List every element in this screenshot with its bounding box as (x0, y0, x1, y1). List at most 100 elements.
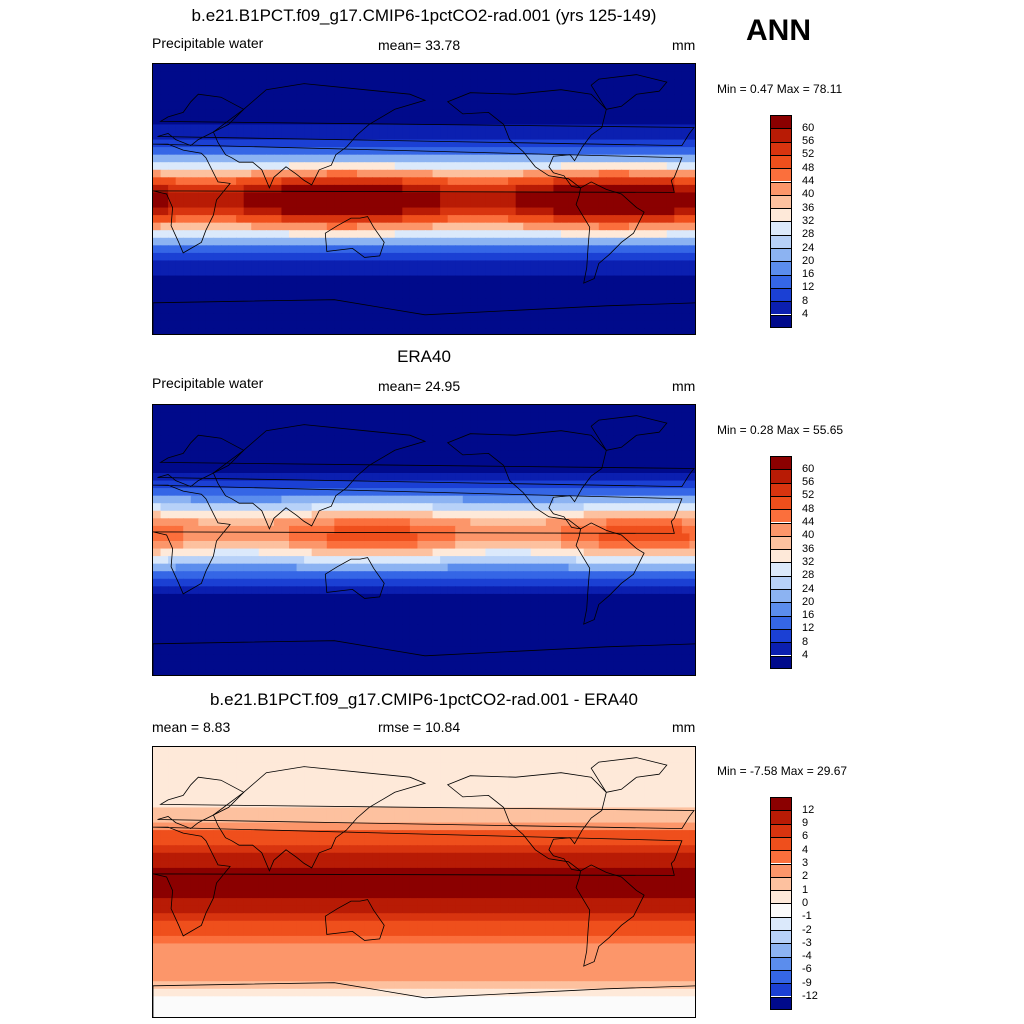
field-cell (190, 147, 199, 156)
field-cell (576, 473, 585, 482)
field-cell (379, 593, 388, 603)
field-cell (296, 222, 305, 231)
field-cell (160, 207, 169, 216)
field-cell (689, 405, 695, 414)
field-cell (296, 162, 305, 171)
field-cell (153, 313, 162, 322)
field-cell (583, 624, 592, 633)
field-cell (515, 533, 524, 542)
field-cell (553, 215, 562, 224)
field-cell (598, 518, 607, 527)
field-cell (394, 200, 403, 209)
field-cell (689, 207, 695, 216)
field-cell (629, 305, 638, 314)
field-cell (409, 230, 419, 239)
field-cell (644, 268, 653, 277)
field-cell (243, 245, 252, 254)
field-cell (341, 593, 351, 603)
field-cell (334, 450, 343, 459)
field-cell (576, 586, 585, 595)
field-cell (644, 495, 653, 504)
field-cell (228, 260, 237, 269)
field-cell (304, 624, 313, 633)
field-cell (644, 631, 653, 640)
field-cell (659, 222, 668, 231)
field-cell (644, 556, 653, 565)
field-cell (289, 245, 298, 254)
field-cell (636, 313, 645, 322)
field-cell (561, 222, 570, 231)
field-cell (289, 328, 298, 334)
field-cell (644, 101, 653, 110)
field-cell (281, 488, 290, 497)
field-cell (621, 420, 630, 429)
field-cell (236, 488, 245, 497)
field-cell (153, 442, 162, 451)
field-cell (251, 169, 260, 178)
field-cell (296, 593, 305, 603)
field-cell (221, 646, 230, 655)
field-cell (636, 207, 645, 216)
field-cell (621, 177, 630, 186)
field-cell (651, 313, 660, 322)
field-cell (183, 290, 192, 299)
field-cell (508, 518, 517, 527)
field-cell (281, 450, 290, 459)
field-cell (379, 525, 388, 535)
field-cell (273, 86, 283, 95)
field-cell (447, 450, 456, 459)
field-cell (221, 268, 230, 277)
field-cell (493, 616, 502, 625)
field-cell (364, 298, 373, 307)
field-cell (432, 503, 441, 512)
field-cell (530, 252, 539, 262)
field-cell (432, 450, 441, 459)
field-cell (198, 412, 207, 421)
field-cell (576, 237, 585, 246)
field-cell (409, 601, 419, 610)
field-cell (636, 465, 645, 474)
field-cell (523, 631, 532, 640)
field-cell (160, 177, 169, 186)
field-cell (674, 298, 683, 307)
field-cell (447, 71, 456, 80)
field-cell (243, 578, 252, 587)
field-cell (168, 154, 177, 163)
field-cell (221, 222, 230, 231)
field-cell (349, 503, 358, 512)
field-cell (666, 503, 675, 512)
field-cell (636, 593, 645, 603)
field-cell (273, 480, 283, 489)
field-cell (674, 200, 683, 209)
field-cell (432, 465, 441, 474)
field-cell (629, 320, 638, 330)
field-cell (281, 298, 290, 307)
field-cell (500, 162, 509, 171)
field-cell (349, 124, 358, 133)
field-cell (674, 495, 683, 504)
field-cell (493, 169, 502, 178)
field-cell (364, 480, 373, 489)
field-cell (409, 116, 419, 126)
field-cell (273, 313, 283, 322)
field-cell (417, 320, 426, 330)
field-cell (402, 71, 411, 80)
field-cell (394, 169, 403, 178)
field-cell (417, 101, 426, 110)
field-cell (379, 290, 388, 299)
field-cell (326, 328, 335, 334)
field-cell (606, 162, 615, 171)
field-cell (606, 442, 615, 451)
field-cell (387, 525, 396, 535)
field-cell (455, 405, 464, 414)
field-cell (387, 101, 396, 110)
field-cell (341, 435, 351, 444)
field-cell (160, 541, 169, 550)
field-cell (613, 631, 623, 640)
field-cell (621, 260, 630, 269)
field-cell (236, 320, 245, 330)
field-cell (425, 609, 434, 618)
field-cell (228, 245, 237, 254)
field-cell (545, 268, 555, 277)
field-cell (674, 283, 683, 292)
